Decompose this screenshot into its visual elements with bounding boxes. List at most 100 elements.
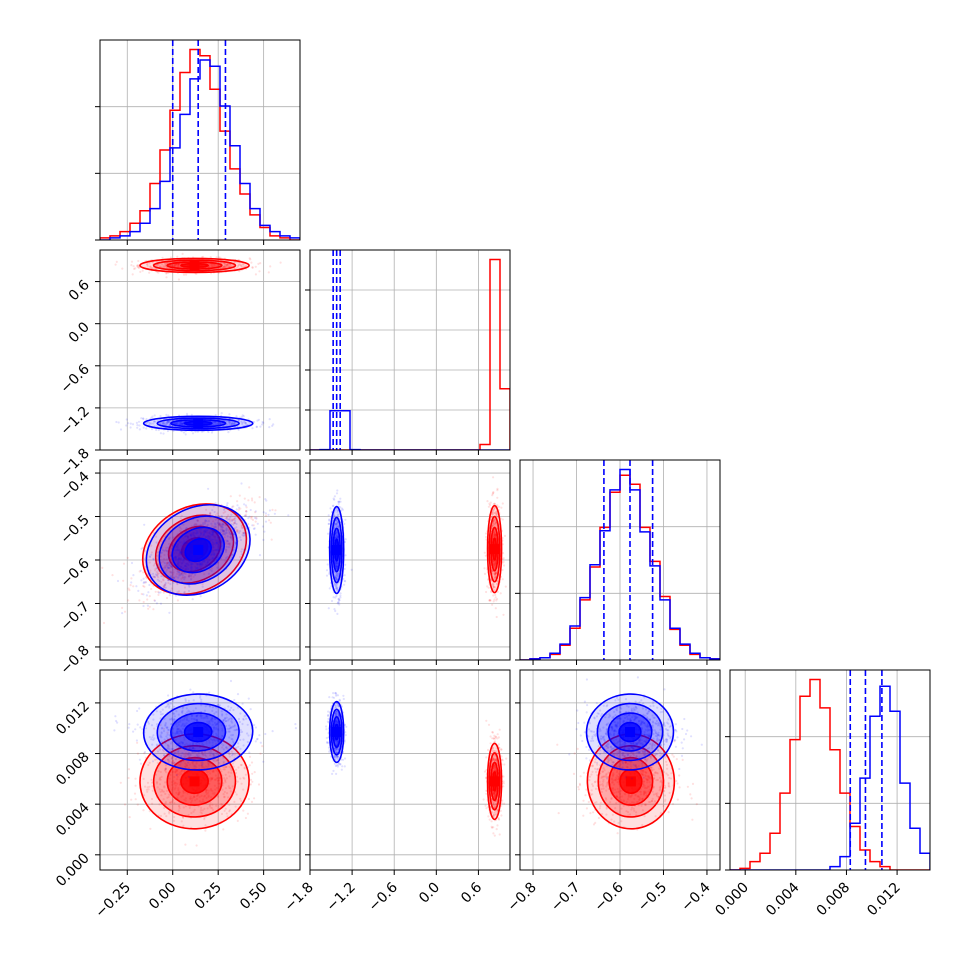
scatter-point	[501, 578, 504, 581]
scatter-point	[216, 536, 220, 539]
scatter-point	[217, 542, 220, 545]
scatter-point	[204, 563, 208, 566]
scatter-point	[153, 727, 156, 730]
scatter-point	[212, 754, 215, 757]
scatter-point	[336, 489, 339, 492]
scatter-point	[216, 759, 219, 762]
scatter-point	[149, 569, 152, 572]
scatter-point	[184, 843, 187, 846]
scatter-point	[172, 576, 175, 579]
scatter-point	[237, 508, 240, 511]
scatter-point	[197, 793, 200, 796]
scatter-point	[181, 719, 184, 722]
scatter-point	[333, 495, 336, 498]
scatter-point	[173, 802, 176, 805]
scatter-point	[257, 783, 261, 786]
scatter-point	[235, 793, 238, 796]
scatter-point	[225, 765, 228, 768]
scatter-point	[195, 523, 198, 526]
scatter-point	[186, 764, 189, 767]
scatter-point	[209, 256, 212, 259]
scatter-point	[171, 783, 174, 787]
scatter-point	[246, 766, 249, 769]
scatter-point	[218, 523, 221, 526]
scatter-point	[198, 755, 201, 758]
scatter-point	[150, 587, 153, 591]
scatter-point	[335, 523, 338, 526]
scatter-point	[238, 555, 242, 559]
scatter-point	[151, 785, 154, 788]
scatter-point	[127, 776, 130, 780]
scatter-point	[180, 423, 183, 426]
scatter-point	[226, 540, 229, 543]
scatter-point	[194, 573, 197, 577]
scatter-point	[180, 544, 183, 548]
scatter-point	[224, 778, 227, 781]
scatter-point	[164, 800, 167, 804]
scatter-point	[198, 745, 202, 749]
scatter-point	[493, 502, 496, 506]
scatter-point	[264, 520, 268, 523]
scatter-point	[203, 573, 206, 576]
scatter-point	[200, 767, 203, 770]
scatter-point	[167, 578, 170, 582]
scatter-point	[253, 723, 256, 727]
scatter-point	[149, 827, 152, 830]
scatter-point	[207, 722, 210, 725]
scatter-point	[176, 572, 179, 575]
scatter-point	[492, 512, 495, 515]
scatter-point	[213, 738, 216, 741]
scatter-point	[202, 560, 205, 563]
scatter-point	[183, 535, 186, 538]
scatter-point	[215, 786, 219, 790]
scatter-point	[338, 599, 341, 602]
scatter-point	[231, 762, 234, 765]
scatter-point	[181, 576, 184, 579]
scatter-point	[492, 586, 495, 589]
scatter-point	[159, 778, 162, 781]
scatter-point	[336, 531, 339, 534]
scatter-point	[259, 262, 262, 265]
scatter-point	[218, 523, 221, 526]
scatter-point	[157, 770, 160, 773]
scatter-point	[210, 530, 213, 533]
scatter-point	[220, 803, 223, 806]
scatter-point	[160, 551, 163, 554]
scatter-point	[177, 263, 181, 266]
scatter-point	[102, 621, 106, 625]
scatter-point	[243, 532, 246, 535]
scatter-point	[183, 590, 186, 594]
scatter-point	[128, 723, 131, 726]
scatter-point	[243, 514, 246, 517]
scatter-point	[493, 531, 496, 534]
scatter-point	[485, 590, 488, 594]
scatter-point	[172, 571, 175, 574]
scatter-point	[182, 791, 185, 795]
scatter-point	[186, 535, 189, 539]
scatter-point	[208, 804, 212, 807]
scatter-point	[489, 501, 492, 504]
scatter-point	[499, 592, 502, 595]
scatter-point	[180, 795, 183, 798]
scatter-point	[199, 809, 203, 812]
scatter-point	[198, 764, 201, 767]
scatter-point	[223, 777, 226, 780]
scatter-point	[250, 515, 254, 519]
scatter-point	[177, 558, 180, 561]
scatter-point	[137, 266, 140, 269]
scatter-point	[207, 430, 210, 434]
scatter-point	[165, 771, 168, 774]
scatter-point	[213, 778, 216, 782]
scatter-point	[207, 558, 210, 561]
scatter-point	[178, 526, 181, 529]
scatter-point	[153, 420, 156, 423]
scatter-point	[170, 801, 173, 804]
scatter-point	[173, 718, 176, 721]
scatter-point	[222, 266, 225, 269]
scatter-point	[150, 797, 154, 801]
scatter-point	[233, 800, 236, 804]
scatter-point	[182, 824, 185, 827]
scatter-point	[225, 557, 228, 560]
scatter-point	[237, 419, 240, 422]
scatter-point	[159, 776, 162, 780]
